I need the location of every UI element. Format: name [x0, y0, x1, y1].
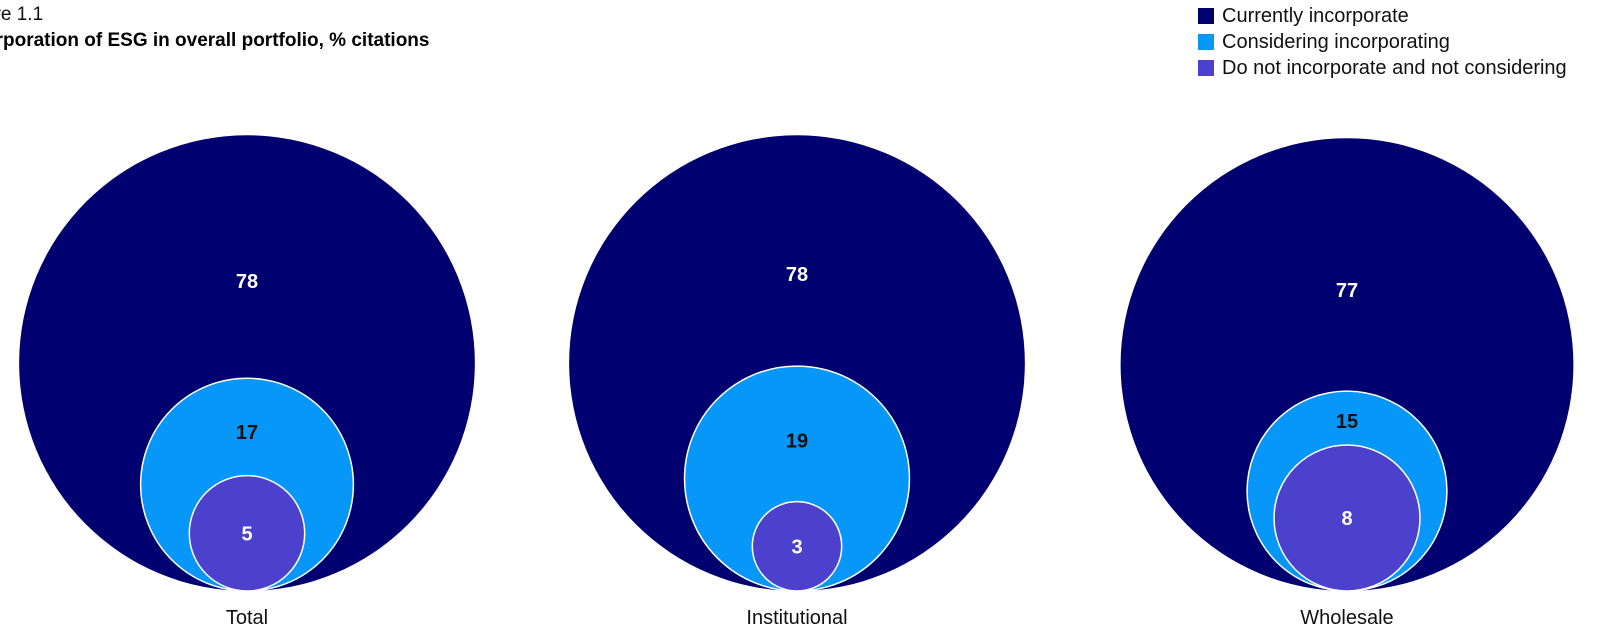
- data-label-wholesale-currently: 77: [1336, 280, 1358, 302]
- data-label-wholesale-considering: 15: [1336, 411, 1358, 433]
- legend-item-currently: Currently incorporate: [1198, 3, 1618, 29]
- legend-swatch-not-considering: [1198, 60, 1214, 76]
- data-label-total-considering: 17: [236, 422, 258, 444]
- legend: Currently incorporate Considering incorp…: [1198, 3, 1618, 81]
- bubble-total-not-considering: [188, 474, 306, 592]
- legend-swatch-considering: [1198, 34, 1214, 50]
- legend-label-considering: Considering incorporating: [1222, 30, 1450, 53]
- legend-label-currently: Currently incorporate: [1222, 4, 1409, 27]
- bubble-institutional-not-considering: [751, 500, 843, 592]
- bubble-institutional-currently: [569, 135, 1025, 591]
- bubble-total-currently: [19, 135, 475, 591]
- data-label-wholesale-not-considering: 8: [1341, 508, 1352, 530]
- bubble-group-wholesale: 77 15 8 Wholesale: [1120, 138, 1574, 627]
- legend-item-not-considering: Do not incorporate and not considering: [1198, 55, 1618, 81]
- category-label-wholesale: Wholesale: [1300, 607, 1393, 627]
- data-label-total-currently: 78: [236, 271, 258, 293]
- data-label-total-not-considering: 5: [241, 523, 252, 545]
- chart-title: orporation of ESG in overall portfolio, …: [0, 30, 430, 51]
- bubble-wholesale-not-considering: [1273, 444, 1421, 592]
- legend-swatch-currently: [1198, 8, 1214, 24]
- data-label-institutional-not-considering: 3: [791, 536, 802, 558]
- legend-item-considering: Considering incorporating: [1198, 29, 1618, 55]
- figure-label: ure 1.1: [0, 4, 44, 25]
- bubble-group-total: 78 17 5 Total: [19, 135, 475, 627]
- category-label-institutional: Institutional: [746, 607, 847, 627]
- data-label-institutional-currently: 78: [786, 264, 808, 286]
- category-label-total: Total: [226, 607, 268, 627]
- data-label-institutional-considering: 19: [786, 431, 808, 453]
- bubble-wholesale-currently: [1120, 138, 1574, 591]
- bubble-group-institutional: 78 19 3 Institutional: [569, 135, 1025, 627]
- legend-label-not-considering: Do not incorporate and not considering: [1222, 56, 1567, 79]
